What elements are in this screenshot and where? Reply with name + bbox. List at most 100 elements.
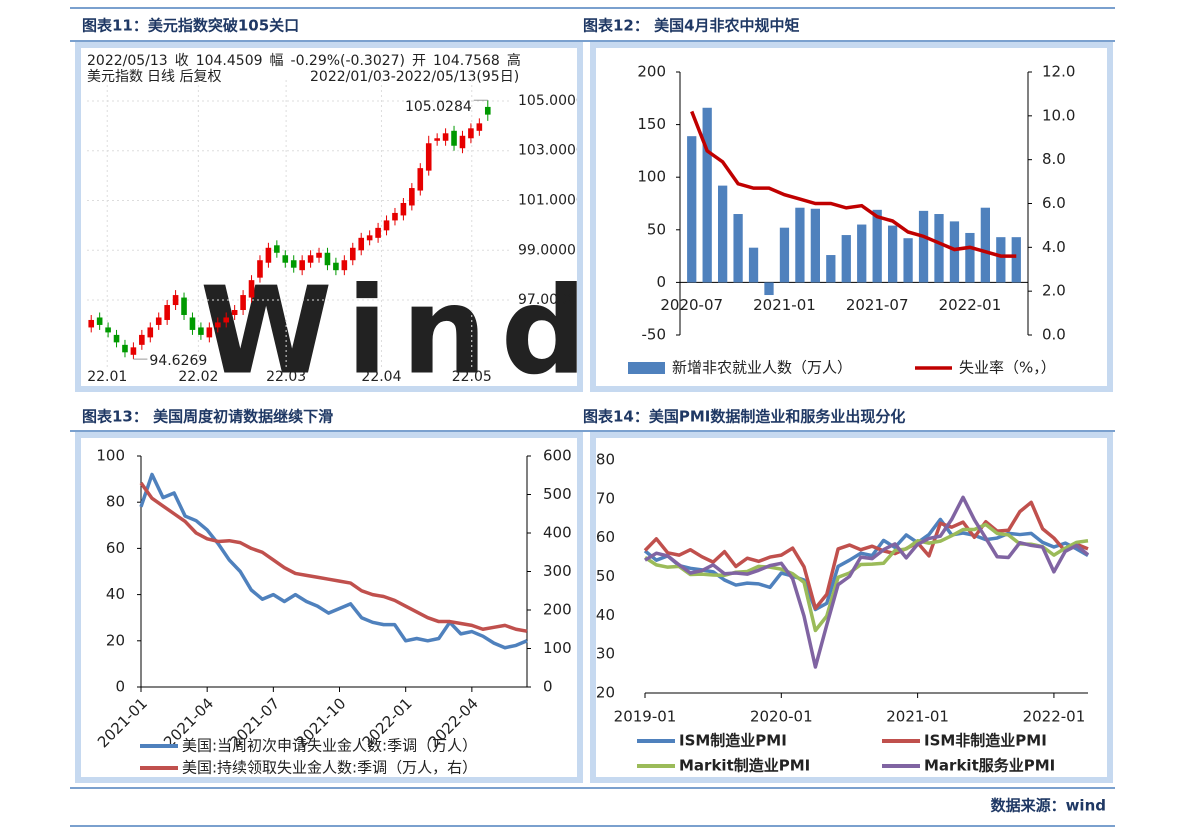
y-tick-label: 80 (596, 451, 615, 469)
candle-body (122, 344, 128, 353)
bar (687, 136, 697, 283)
y2-tick-label: 4.0 (1042, 238, 1066, 256)
y2-tick-label: 0.0 (1042, 326, 1066, 344)
legend-label: 美国:持续领取失业金人数:季调（万人，右） (182, 759, 477, 777)
candle-body (484, 106, 491, 115)
candle-body (375, 227, 381, 238)
legend-label: 美国:当周初次申请失业金人数:季调（万人） (182, 737, 477, 755)
quote-info: 104.7568 (433, 53, 500, 69)
candle-body (181, 297, 187, 315)
watermark: Wind (200, 263, 601, 402)
candle-body (189, 317, 196, 330)
y-tick-label: -50 (642, 326, 667, 344)
candle-body (366, 235, 373, 241)
y2-tick-label: 12.0 (1042, 63, 1075, 81)
legend-label: Markit制造业PMI (679, 757, 810, 775)
candle-body (130, 347, 137, 355)
y-tick-label: 150 (637, 115, 666, 133)
candle-chart: 2022/05/13 收 104.4509 幅 -0.29%(-0.3027) 开 104.… (87, 52, 601, 402)
line (690, 110, 1017, 258)
bar (702, 107, 712, 283)
x-tick-label: 22.02 (178, 369, 218, 385)
x-tick-label: 2021-07 (846, 296, 909, 314)
y-tick-label: 200 (637, 63, 666, 81)
candle-body (358, 237, 365, 251)
candle-body (476, 123, 483, 131)
bar (764, 282, 774, 296)
bar (903, 238, 913, 283)
x-tick-label: 2020-07 (660, 296, 723, 314)
figure-title: 图表11：美元指数突破105关口 (82, 17, 299, 35)
bar (810, 208, 820, 283)
bar (996, 237, 1006, 283)
y-tick-label: 50 (596, 567, 615, 585)
bar (949, 221, 960, 283)
candle-body (265, 247, 272, 263)
y-tick-label: 0 (115, 678, 125, 696)
candle-body (400, 202, 407, 216)
candle-body (383, 220, 390, 231)
line (139, 472, 528, 650)
candle-body (274, 245, 280, 253)
legend-label: ISM非制造业PMI (924, 732, 1047, 750)
bar (718, 185, 728, 283)
y2-tick-label: 2.0 (1042, 282, 1066, 300)
y-tick-label: 0 (656, 273, 666, 291)
candle-body (113, 334, 120, 343)
candle-body (231, 310, 238, 315)
y2-tick-label: 0 (543, 678, 553, 696)
y2-tick-label: 100 (543, 639, 572, 657)
figure-title: 图表12： 美国4月非农中规中矩 (583, 17, 800, 35)
candle-body (333, 262, 339, 271)
x-tick-label: 2021-01 (753, 296, 816, 314)
x-tick-label: 2020-01 (750, 708, 813, 726)
panel (81, 48, 577, 386)
candle-body (392, 212, 398, 221)
quote-info: -0.29%(-0.3027) (291, 53, 406, 69)
quote-info: 104.4509 (196, 53, 263, 69)
figure-title: 图表14：美国PMI数据制造业和服务业出现分化 (583, 408, 905, 426)
candle-body (324, 252, 331, 266)
candle-body (139, 334, 145, 345)
quote-info: 开 (412, 53, 426, 69)
bar (795, 207, 805, 283)
y2-tick-label: 500 (543, 485, 572, 503)
y2-tick-label: 10.0 (1042, 106, 1075, 124)
y-tick-label: 100 (96, 447, 125, 465)
y2-tick-label: 300 (543, 562, 572, 580)
x-tick-label: 22.03 (266, 369, 306, 385)
candle-body (147, 327, 154, 338)
x-tick-label: 2021-01 (886, 708, 949, 726)
x-tick-label: 2019-01 (614, 708, 677, 726)
candle-body (282, 255, 289, 263)
figure-title: 图表13： 美国周度初请数据继续下滑 (82, 408, 333, 426)
line (644, 495, 1090, 669)
candle-body (172, 295, 179, 306)
y2-tick-label: 600 (543, 447, 572, 465)
y2-tick-label: 200 (543, 601, 572, 619)
x-tick-label: 2022-01 (1023, 708, 1086, 726)
bar (779, 227, 790, 283)
candle-body (214, 322, 221, 328)
quote-info: 2022/05/13 (87, 53, 168, 69)
y-tick-label: 100 (637, 168, 666, 186)
y2-tick-label: 8.0 (1042, 150, 1066, 168)
candle-body (206, 327, 213, 338)
bar (748, 247, 759, 283)
x-tick-label: 22.05 (452, 369, 492, 385)
candle-body (417, 168, 424, 191)
candle-body (257, 260, 263, 278)
y-tick-label: 80 (106, 493, 125, 511)
candle-body (240, 295, 246, 311)
x-tick-label: 2022-01 (939, 296, 1002, 314)
chart-subtitle: 日线 后复权 (147, 68, 221, 85)
candle-body (316, 252, 322, 258)
y-tick-label: 97.0000 (518, 292, 576, 308)
x-tick-label: 22.04 (361, 369, 401, 385)
x-tick-label: 22.01 (87, 369, 127, 385)
chart-subtitle: 美元指数 (87, 69, 143, 85)
candle-body (468, 128, 474, 139)
quote-info: 幅 (270, 53, 284, 69)
y-tick-label: 60 (596, 528, 615, 546)
bar (918, 210, 929, 283)
